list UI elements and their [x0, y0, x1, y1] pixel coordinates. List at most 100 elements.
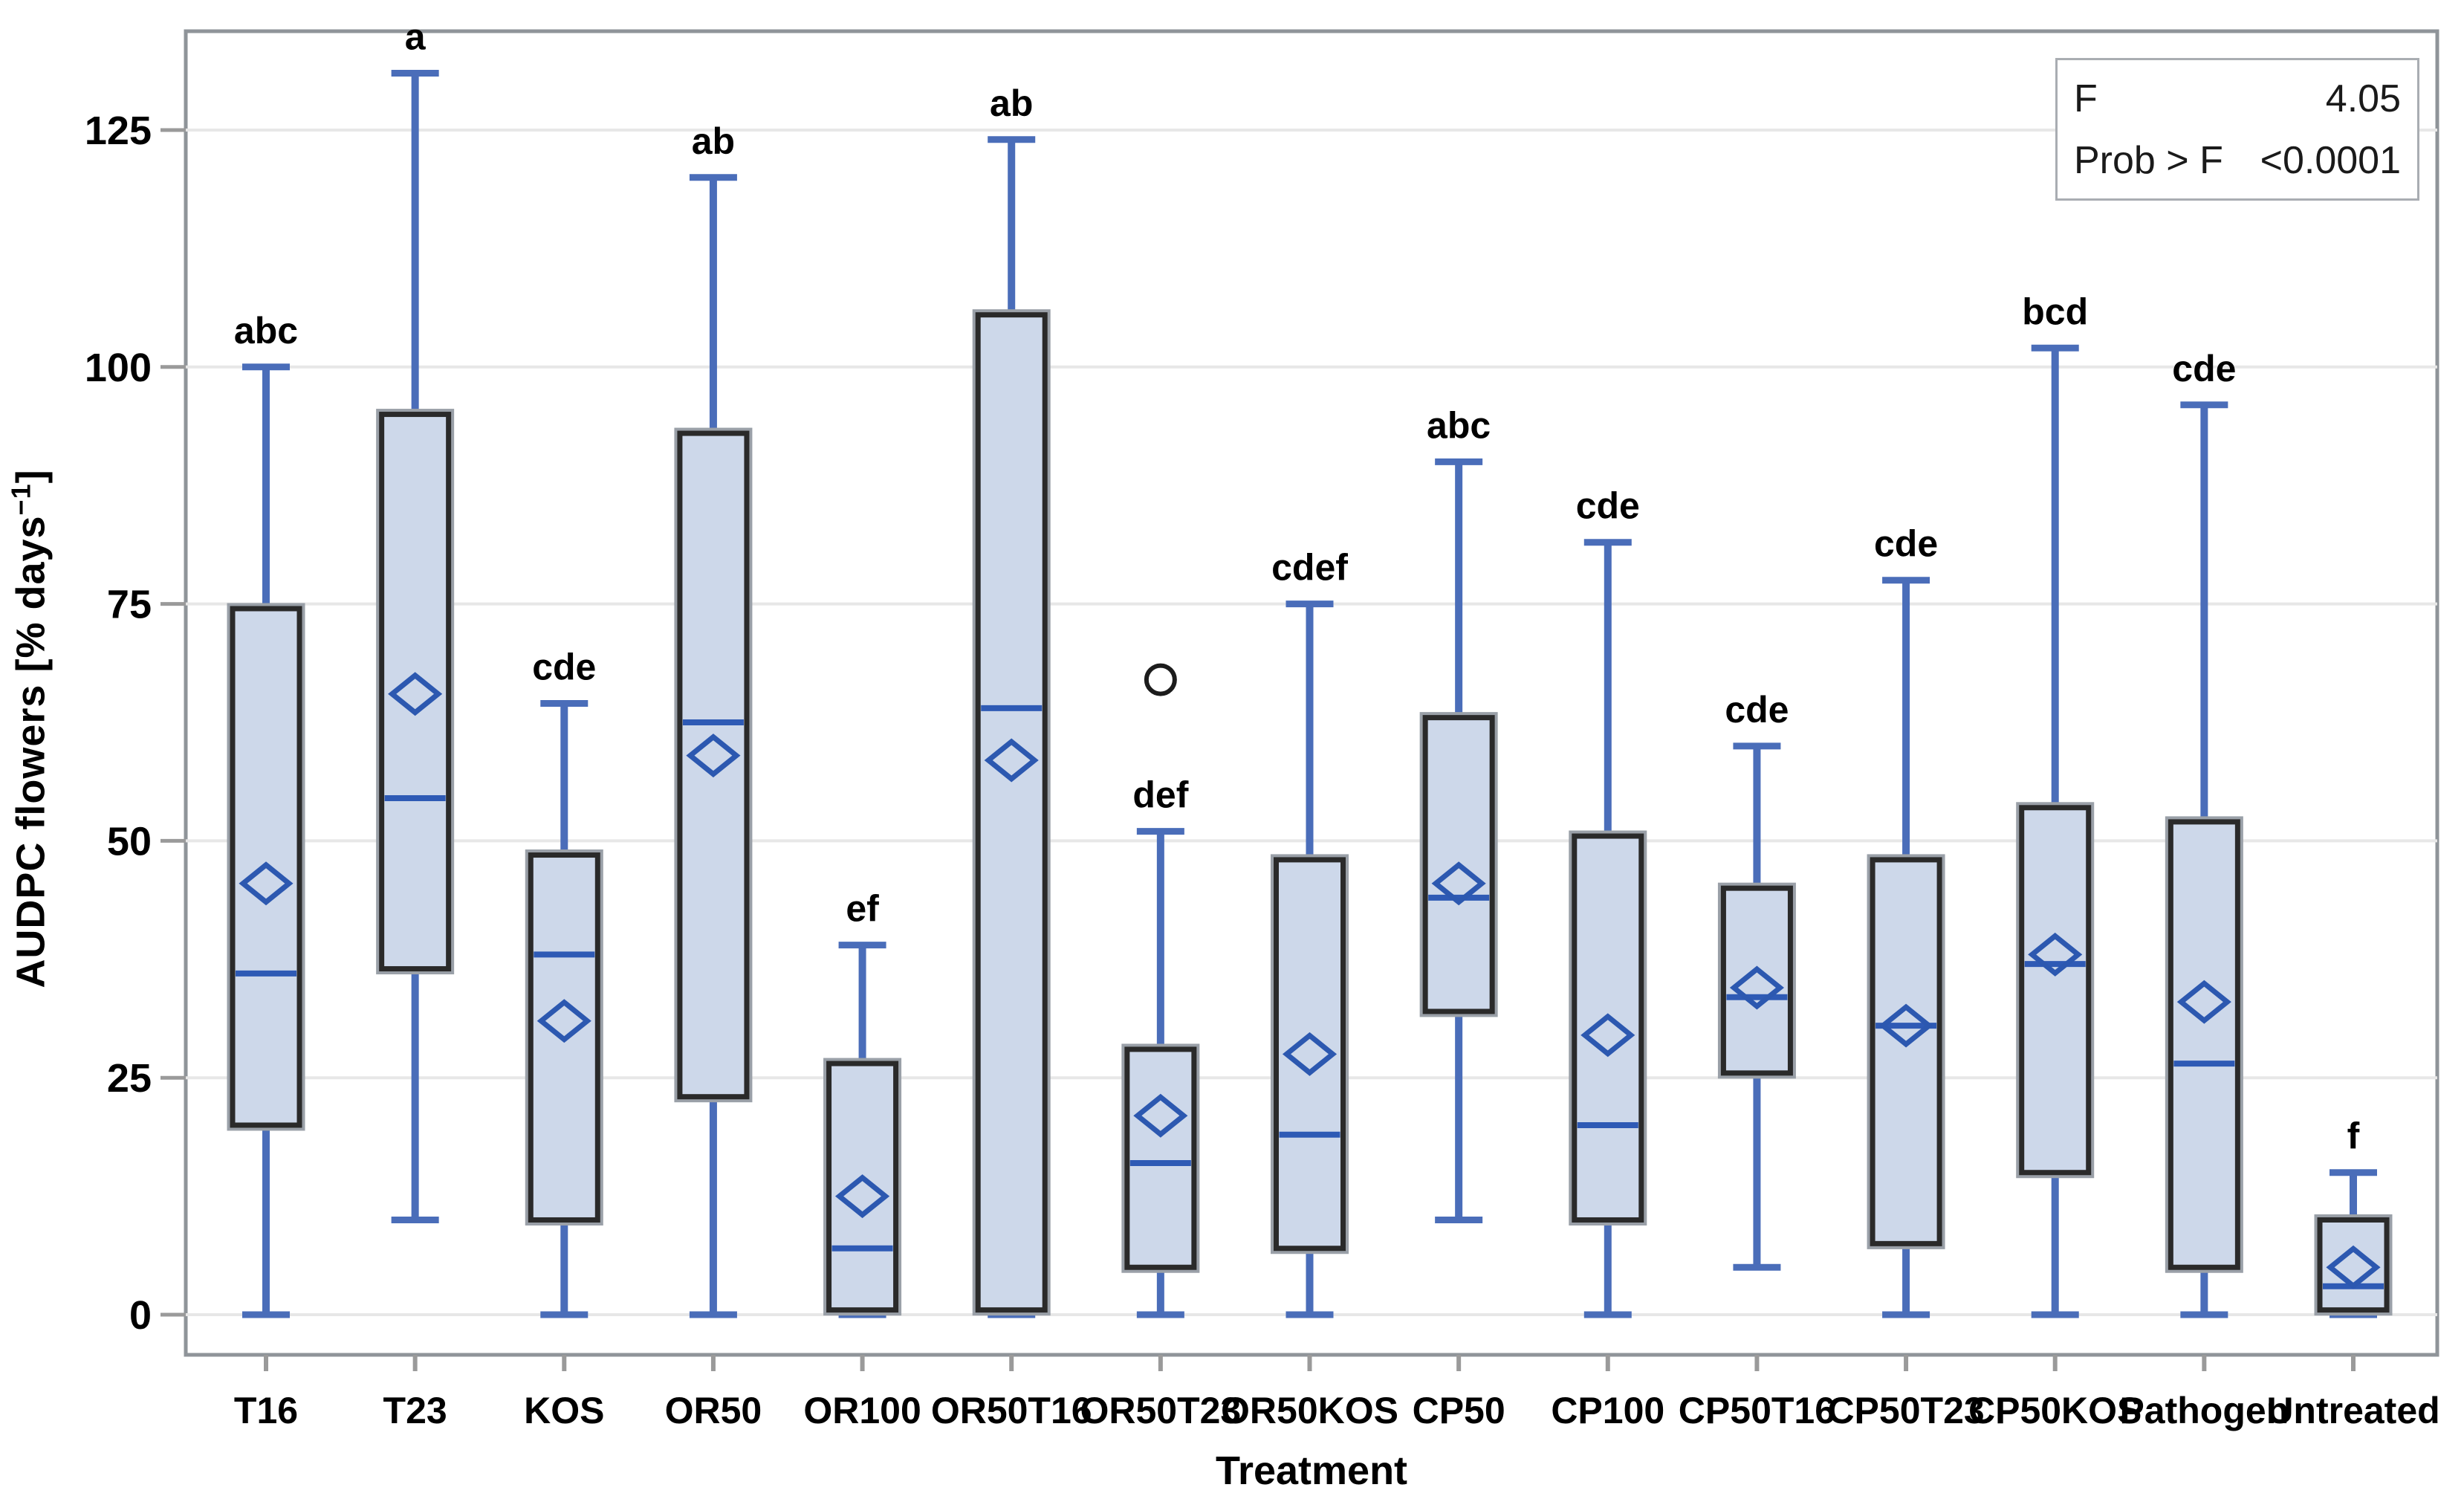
x-tick-label: CP50T23 — [1827, 1390, 1984, 1431]
y-axis-title-superscript: −1 — [5, 483, 36, 516]
x-tick-label: KOS — [524, 1390, 604, 1431]
mean-diamond — [1133, 1093, 1188, 1138]
boxplot-group-OR50: ab OR50 — [665, 120, 762, 1431]
significance-letter: bcd — [2022, 291, 2088, 332]
significance-letter: abc — [234, 310, 298, 352]
x-tick-label: OR50T16 — [931, 1390, 1092, 1431]
box-iqr — [2168, 819, 2240, 1270]
mean-diamond — [1431, 861, 1486, 906]
significance-letter: cde — [1874, 523, 1938, 565]
significance-letter: ef — [846, 888, 879, 930]
mean-diamond — [239, 861, 294, 906]
box-bevel — [2314, 1214, 2393, 1316]
mean-diamond — [984, 738, 1039, 783]
mean-diamond — [1729, 965, 1785, 1010]
boxplot-group-Pathogen: cde Pathogen — [2119, 348, 2289, 1431]
y-tick-label: 125 — [85, 109, 152, 153]
box-iqr — [230, 606, 302, 1128]
x-tick-label: Untreated — [2266, 1390, 2439, 1431]
box-iqr — [826, 1061, 899, 1313]
outlier-point — [1144, 663, 1177, 696]
box-bevel — [823, 1058, 902, 1316]
boxplot-group-T23: a T23 — [376, 16, 455, 1431]
box-bevel — [1121, 1043, 1200, 1273]
box-bevel — [1569, 830, 1647, 1226]
mean-diamond — [388, 672, 443, 716]
boxplot-group-CP50KOS: bcd CP50KOS — [1968, 291, 2142, 1431]
anova-stats-box: F 4.05 Prob > F <0.0001 — [2055, 58, 2419, 201]
mean-diamond — [536, 999, 591, 1043]
x-axis-title: Treatment — [1215, 1448, 1408, 1493]
x-tick-label: OR50KOS — [1221, 1390, 1398, 1431]
box-bevel — [1419, 712, 1498, 1017]
boxplot-group-CP50T16: cde CP50T16 — [1679, 689, 1835, 1431]
stats-row-prob: Prob > F <0.0001 — [2074, 138, 2401, 183]
y-axis-title-bracket: ] — [8, 469, 54, 484]
significance-letter: def — [1132, 774, 1188, 816]
x-tick-label: CP50KOS — [1968, 1390, 2142, 1431]
box-bevel — [525, 849, 603, 1226]
significance-letter: cde — [1725, 689, 1789, 731]
box-bevel — [972, 309, 1051, 1316]
boxplot-group-T16: abc T16 — [227, 310, 305, 1431]
x-tick-label: OR50T23 — [1080, 1390, 1241, 1431]
y-axis-title: AUDPC flowers [% days−1] — [6, 357, 54, 1101]
box-iqr — [1720, 885, 1793, 1076]
significance-letter: cde — [2172, 348, 2236, 389]
box-bevel — [227, 603, 305, 1131]
prob-f-label: Prob > F — [2074, 138, 2223, 182]
box-iqr — [1572, 833, 1644, 1223]
boxplot-group-OR50T16: ab OR50T16 — [931, 82, 1092, 1431]
mean-diamond — [1282, 1032, 1338, 1076]
boxplot-group-OR50T23: def OR50T23 — [1080, 663, 1241, 1431]
boxplot-group-KOS: cde KOS — [524, 646, 604, 1431]
x-tick-label: CP100 — [1551, 1390, 1664, 1431]
significance-letter: ab — [692, 120, 735, 162]
significance-letter: cde — [1576, 485, 1640, 527]
box-iqr — [1870, 857, 1942, 1246]
mean-diamond — [834, 1174, 890, 1219]
significance-letter: abc — [1427, 404, 1491, 446]
significance-letter: ab — [990, 82, 1033, 124]
box-iqr — [1124, 1046, 1197, 1270]
y-tick-label: 25 — [107, 1056, 152, 1101]
significance-letter: f — [2347, 1116, 2360, 1157]
box-bevel — [376, 409, 455, 975]
box-bevel — [1271, 854, 1349, 1254]
f-statistic-label: F — [2074, 77, 2098, 120]
mean-diamond — [1580, 1013, 1635, 1058]
significance-letter: cde — [532, 646, 596, 687]
f-statistic-value: 4.05 — [2325, 77, 2401, 120]
y-tick-label: 100 — [85, 346, 152, 390]
box-bevel — [674, 427, 753, 1103]
box-bevel — [2165, 816, 2243, 1273]
boxplot-group-Untreated: f Untreated — [2266, 1116, 2439, 1431]
boxplot-group-OR50KOS: cdef OR50KOS — [1221, 547, 1398, 1431]
x-tick-label: OR50 — [665, 1390, 762, 1431]
prob-f-value: <0.0001 — [2260, 138, 2401, 182]
significance-letter: cdef — [1271, 547, 1348, 589]
y-tick-label: 0 — [129, 1293, 152, 1338]
box-bevel — [2016, 802, 2095, 1179]
y-axis-title-text: AUDPC flowers [% days — [8, 515, 54, 988]
box-iqr — [975, 312, 1048, 1313]
x-tick-label: T23 — [383, 1390, 447, 1431]
mean-diamond — [1878, 1003, 1933, 1048]
box-bevel — [1717, 882, 1796, 1079]
x-tick-label: CP50 — [1413, 1390, 1505, 1431]
stats-row-f: F 4.05 — [2074, 77, 2401, 121]
significance-letter: a — [405, 16, 427, 57]
x-tick-label: OR100 — [803, 1390, 921, 1431]
box-iqr — [677, 430, 750, 1100]
mean-diamond — [2176, 980, 2231, 1024]
x-tick-label: T16 — [234, 1390, 298, 1431]
x-tick-label: Pathogen — [2119, 1390, 2289, 1431]
boxplot-group-OR100: ef OR100 — [803, 888, 921, 1431]
x-tick-label: CP50T16 — [1679, 1390, 1835, 1431]
mean-diamond — [686, 734, 741, 778]
y-tick-label: 50 — [107, 819, 152, 864]
boxplot-group-CP50T23: cde CP50T23 — [1827, 523, 1984, 1431]
y-tick-label: 75 — [107, 583, 152, 627]
